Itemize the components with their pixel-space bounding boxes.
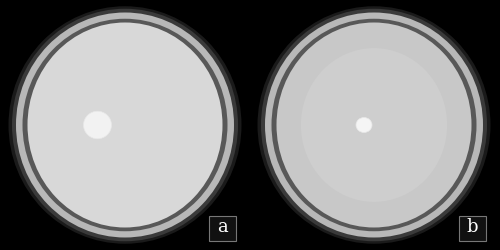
Bar	[209, 216, 236, 241]
Ellipse shape	[356, 118, 372, 132]
Ellipse shape	[276, 22, 471, 228]
Text: b: b	[467, 218, 478, 236]
Ellipse shape	[265, 12, 483, 237]
Ellipse shape	[12, 9, 238, 241]
Ellipse shape	[258, 6, 490, 244]
Text: a: a	[217, 218, 228, 236]
Ellipse shape	[272, 19, 476, 231]
Ellipse shape	[16, 12, 234, 237]
Ellipse shape	[261, 9, 487, 241]
Ellipse shape	[28, 22, 222, 228]
Ellipse shape	[22, 19, 228, 231]
Ellipse shape	[8, 6, 241, 244]
Ellipse shape	[84, 111, 112, 139]
Bar	[459, 216, 486, 241]
Ellipse shape	[301, 48, 447, 202]
